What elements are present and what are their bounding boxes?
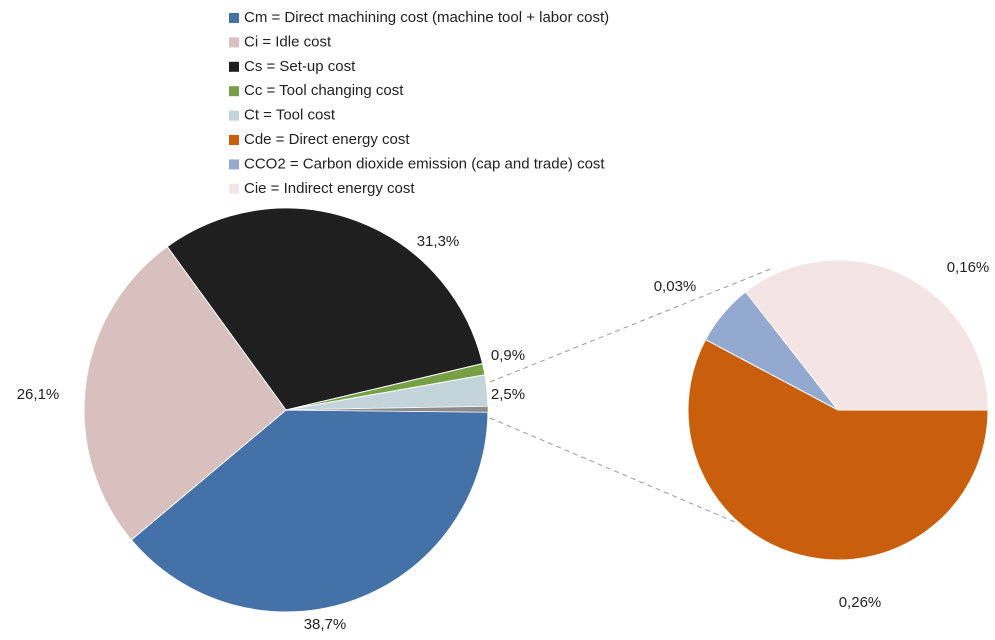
data-label: 26,1%: [17, 386, 60, 403]
data-label: 0,9%: [491, 347, 525, 364]
legend-swatch: [229, 183, 239, 194]
legend-swatch: [229, 135, 239, 145]
legend-swatch: [229, 159, 239, 170]
legend-swatch: [229, 13, 239, 23]
pie-slice: [130, 409, 489, 613]
data-label: 31,3%: [417, 233, 460, 250]
pie-slice: [83, 245, 287, 541]
legend-label: Cie = Indirect energy cost: [244, 180, 415, 197]
data-label: 0,03%: [654, 278, 697, 295]
legend-label: Cm = Direct machining cost (machine tool…: [244, 9, 609, 26]
legend-swatch: [229, 86, 239, 97]
connector: [489, 267, 774, 383]
legend-label: Ct = Tool cost: [244, 107, 336, 124]
data-label: 0,16%: [947, 259, 990, 276]
pie-slice-other: [285, 406, 489, 413]
data-label: 2,5%: [491, 386, 525, 403]
data-label: 0,26%: [839, 594, 882, 611]
legend-swatch: [229, 37, 239, 48]
pie-slice: [687, 338, 989, 561]
legend-label: CCO2 = Carbon dioxide emission (cap and …: [244, 155, 605, 172]
legend-swatch: [229, 110, 239, 121]
legend-swatch: [229, 61, 239, 72]
data-label: 38,7%: [304, 616, 347, 633]
pie-slice: [744, 259, 989, 411]
legend-label: Cde = Direct energy cost: [244, 131, 410, 148]
legend-label: Cc = Tool changing cost: [244, 82, 404, 99]
legend-label: Cs = Set-up cost: [244, 58, 356, 75]
legend-label: Ci = Idle cost: [244, 33, 332, 50]
pie-slice: [166, 207, 484, 411]
